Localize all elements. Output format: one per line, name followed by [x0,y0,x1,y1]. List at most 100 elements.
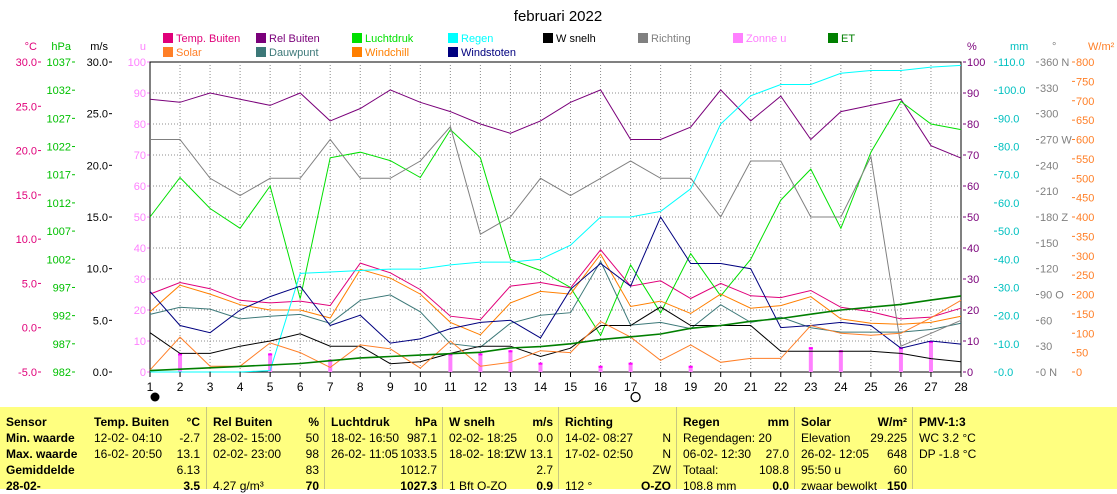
legend-label: Windstoten [461,47,516,59]
tick-label: 0 [140,367,146,379]
bar-top-zonne-u [268,353,273,356]
tick-label: 800 [1076,57,1094,69]
stat-value: 3.5 [183,479,200,493]
tick-label: 90.0 [998,113,1019,125]
new-moon-icon [630,391,641,403]
stat-detail: 14-02- 08:27 [565,431,634,445]
axis-unit: hPa [51,41,71,53]
tick-label: 50 [967,212,979,224]
x-tick-label: 21 [744,380,758,394]
stat-value: 648 [886,447,907,461]
statistics-panel: Sensor Min. waarde Max. waarde Gemiddeld… [0,407,1117,493]
legend-item-richting: Richting [638,33,691,45]
legend-label: Rel Buiten [269,33,320,45]
stat-value: 60 [893,463,907,477]
tick-label: 240 [1040,160,1058,172]
chart-legend: Temp. Buiten Solar Rel Buiten Dauwpunt Lucht… [163,33,855,59]
tick-label: 150 [1040,238,1058,250]
right-axis-: ° 360 N 330 300 270 W 240 210 180 Z 150 120 90 O 60… [1036,41,1072,379]
bar-zonne-u [478,353,483,372]
tick-label: 70.0 [998,170,1019,182]
stat-row: WC 3.2 °C [913,430,1117,446]
tick-label: 25.0 [87,109,108,121]
tick-label: 1032 [47,85,71,97]
legend-item-temp-buiten: Temp. Buiten [163,33,240,45]
legend-swatch [733,33,743,43]
tick-label: 60.0 [998,198,1019,210]
stat-row: 112 ° O-ZO [559,478,677,494]
x-tick-label: 26 [894,380,908,394]
legend-swatch [163,47,173,57]
bar-top-zonne-u [538,362,543,365]
stat-detail: 108.8 mm [683,479,737,493]
tick-label: 0.0 [93,367,108,379]
tick-label: 100.0 [998,85,1026,97]
bar-top-zonne-u [808,347,813,350]
tick-label: 60 [134,181,146,193]
tick-label: 180 Z [1040,212,1068,224]
x-tick-label: 28 [954,380,968,394]
tick-label: 90 [134,88,146,100]
bar-zonne-u [268,353,273,372]
row-label-avg: Gemiddelde [6,463,75,477]
stat-value: -2.7 [179,431,200,445]
bar-top-zonne-u [508,350,513,353]
right-axis-w-m: W/m²800750700650600550500450400350300250… [1072,41,1115,379]
stat-value: 98 [305,447,319,461]
series-line-temp-buiten [149,249,962,321]
bar-zonne-u [178,353,183,372]
legend-label: Richting [651,33,691,45]
stat-row: ZW [559,462,677,478]
stat-value: 1027.3 [400,479,437,493]
tick-label: 0.0 [22,323,37,335]
stat-value: O-ZO [641,479,671,493]
tick-label: 1002 [47,254,71,266]
x-tick-label: 22 [774,380,788,394]
stat-row: 2.7 [443,462,559,478]
stat-detail: 95:50 u [801,463,842,477]
tick-label: 100 [128,57,146,69]
stat-value: 987.1 [406,431,437,445]
stat-row: 95:50 u 60 [795,462,913,478]
axis-unit: u [140,41,146,53]
tick-label: 1037 [47,57,71,69]
tick-label: 0 [1076,367,1082,379]
bar-zonne-u [838,350,843,372]
stat-column-temp-buiten: Temp. Buiten °C 12-02- 04:10 -2.7 16-02- 20:… [88,407,206,493]
tick-label: 500 [1076,173,1094,185]
legend-label: Temp. Buiten [176,33,240,45]
stat-detail: 06-02- 12:30 [683,447,752,461]
stat-header: Richting [565,415,613,429]
weather-chart: februari 2022 Temp. Buiten Solar Rel Buite… [16,8,1115,403]
bar-top-zonne-u [598,365,603,368]
stat-detail: 28-02- 15:00 [213,431,282,445]
tick-label: 30.0 [16,57,37,69]
legend-label: ET [841,33,855,45]
tick-label: 1007 [47,226,71,238]
stat-row: zwaar bewolkt 150 [795,478,913,494]
tick-label: 1027 [47,113,71,125]
tick-label: 15.0 [16,190,37,202]
x-tick-label: 9 [387,380,394,394]
stat-header: Temp. Buiten [94,415,170,429]
series-line-windstoten [149,215,962,349]
tick-label: 20.0 [16,146,37,158]
stat-detail: DP -1.8 °C [919,447,977,461]
stat-value: 1033.5 [400,447,437,461]
tick-label: 30.0 [998,282,1019,294]
tick-label: 30.0 [87,57,108,69]
stat-header: Regen [683,415,720,429]
x-tick-label: 18 [654,380,668,394]
bar-zonne-u [628,362,633,372]
stat-header: Rel Buiten [213,415,273,429]
stat-detail: Elevation [801,431,851,445]
legend-swatch [448,47,458,57]
row-label-date: 28-02- [6,479,41,493]
tick-label: 600 [1076,135,1094,147]
stat-unit: hPa [414,415,437,429]
stat-row: 26-02- 12:05 648 [795,446,913,462]
legend-item-windstoten: Windstoten [448,47,516,59]
bar-zonne-u [598,365,603,372]
stat-row: 28-02- 15:00 50 [207,430,325,446]
